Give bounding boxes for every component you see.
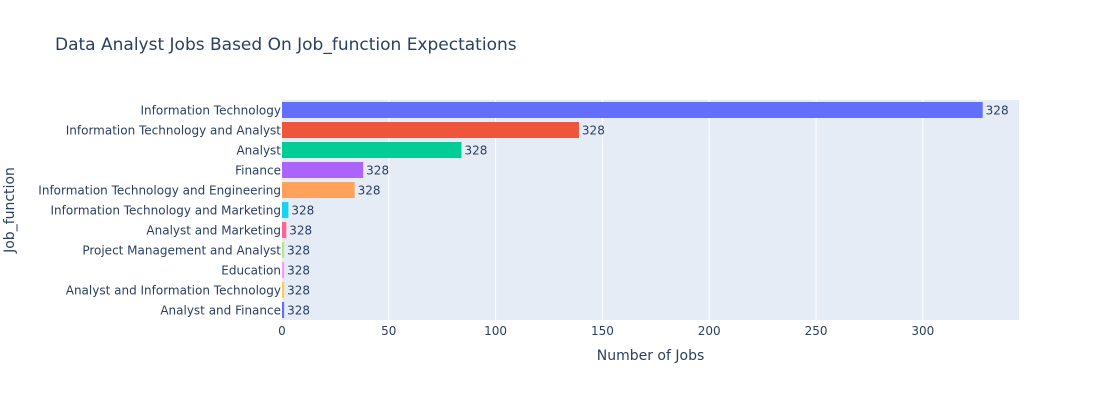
bar	[282, 302, 285, 318]
y-axis-ticks: Information Technology Information Techno…	[38, 104, 281, 318]
bar-data-label: 328	[366, 164, 389, 178]
data-labels: 328 328 328 328 328 328 328 328 328 328 328	[287, 104, 1008, 318]
bar-data-label: 328	[287, 244, 310, 258]
y-tick-label: Information Technology and Engineering	[38, 184, 281, 198]
x-tick-label: 200	[698, 324, 721, 338]
bar	[282, 202, 289, 218]
bar-data-label: 328	[287, 264, 310, 278]
bar	[282, 142, 462, 158]
bar-data-label: 328	[287, 304, 310, 318]
x-tick-label: 50	[381, 324, 396, 338]
bar	[282, 122, 579, 138]
x-tick-label: 150	[591, 324, 614, 338]
y-axis-title: Job_function	[2, 167, 18, 254]
bar	[282, 162, 364, 178]
x-tick-label: 0	[278, 324, 286, 338]
x-axis-ticks: 0 50 100 150 200 250 300	[278, 324, 934, 338]
bar-data-label: 328	[291, 204, 314, 218]
y-tick-label: Analyst	[236, 144, 281, 158]
y-tick-label: Finance	[235, 164, 281, 178]
x-tick-label: 250	[805, 324, 828, 338]
y-tick-label: Analyst and Marketing	[146, 224, 281, 238]
x-tick-label: 100	[484, 324, 507, 338]
chart-title: Data Analyst Jobs Based On Job_function …	[55, 35, 517, 55]
bar	[282, 242, 285, 258]
y-tick-label: Information Technology and Analyst	[66, 124, 282, 138]
y-tick-label: Analyst and Finance	[160, 304, 281, 318]
bars	[282, 102, 983, 318]
bar	[282, 182, 355, 198]
bar-data-label: 328	[287, 284, 310, 298]
bar-data-label: 328	[582, 124, 605, 138]
bar	[282, 222, 287, 238]
bar	[282, 102, 983, 118]
y-tick-label: Analyst and Information Technology	[66, 284, 281, 298]
x-tick-label: 300	[911, 324, 934, 338]
bar-data-label: 328	[464, 144, 487, 158]
x-axis-title: Number of Jobs	[597, 348, 705, 364]
y-tick-label: Project Management and Analyst	[82, 244, 281, 258]
bar	[282, 282, 285, 298]
bar-data-label: 328	[986, 104, 1009, 118]
bar-data-label: 328	[358, 184, 381, 198]
y-tick-label: Education	[221, 264, 281, 278]
bar	[282, 262, 285, 278]
bar-data-label: 328	[289, 224, 312, 238]
y-tick-label: Information Technology and Marketing	[50, 204, 281, 218]
y-tick-label: Information Technology	[141, 104, 282, 118]
